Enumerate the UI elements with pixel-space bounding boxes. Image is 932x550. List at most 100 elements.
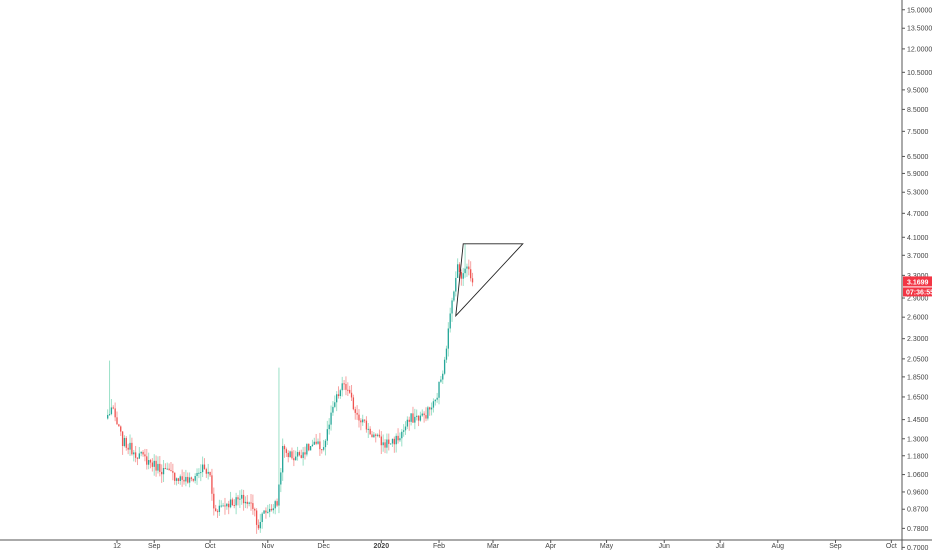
candle-body xyxy=(263,510,265,514)
candle-body xyxy=(272,508,275,511)
candle-body xyxy=(246,501,248,504)
candle-body xyxy=(233,504,235,506)
candle-body xyxy=(395,435,397,445)
candle-body xyxy=(146,456,148,465)
price-tick-label: 13.5000 xyxy=(907,26,932,33)
price-tick-label: 2.6000 xyxy=(907,315,929,322)
candle-body xyxy=(127,447,129,450)
candle-body xyxy=(242,494,245,504)
candle-body xyxy=(157,463,159,471)
time-tick-label: Apr xyxy=(545,543,557,550)
candle-body xyxy=(285,449,288,453)
candle-body xyxy=(107,415,109,419)
candle-body xyxy=(112,407,114,409)
time-tick-label: Jun xyxy=(659,543,670,550)
candle-body xyxy=(293,458,295,461)
candle-body xyxy=(254,508,256,511)
price-tick-label: 1.3000 xyxy=(907,436,929,443)
candle-body xyxy=(188,477,191,483)
candle-body xyxy=(445,348,448,360)
candle-body xyxy=(144,454,146,457)
candle-body xyxy=(138,453,140,459)
candle-body xyxy=(287,452,289,458)
candle-body xyxy=(252,503,254,509)
price-axis[interactable]: 15.0000 13.5000 12.0000 10.5000 9.5000 8.5000… xyxy=(902,7,932,550)
candle-body xyxy=(356,412,358,415)
candle-body xyxy=(241,494,243,499)
price-tick-label: 0.8700 xyxy=(907,507,929,514)
candle-body xyxy=(228,503,230,508)
candle-body xyxy=(121,431,124,447)
candle-body xyxy=(330,412,332,425)
candle-body xyxy=(118,424,120,427)
candle-body xyxy=(375,434,377,436)
candle-body xyxy=(136,457,139,459)
time-tick-label: Sep xyxy=(829,543,842,550)
candle-body xyxy=(207,471,209,474)
time-axis[interactable]: 12 Sep Oct Nov Dec 2020 Feb Mar Apr May Jun Jul Aug S… xyxy=(113,540,897,550)
candle-body xyxy=(175,478,178,481)
candle-body xyxy=(337,394,340,397)
candle-body xyxy=(449,313,451,329)
candle-body xyxy=(110,407,113,415)
time-tick-label: Mar xyxy=(487,543,500,550)
candle-body xyxy=(220,505,222,507)
candle-body xyxy=(458,264,461,273)
time-tick-label: Nov xyxy=(262,543,275,550)
candle-body xyxy=(153,460,155,467)
price-tick-label: 2.0500 xyxy=(907,356,929,363)
candle-body xyxy=(108,414,111,416)
candle-body xyxy=(185,476,187,482)
candle-body xyxy=(274,501,276,509)
candle-body xyxy=(416,415,418,417)
price-tick-label: 2.3000 xyxy=(907,336,929,343)
candle-body xyxy=(125,437,127,448)
candle-body xyxy=(453,291,455,301)
candle-body xyxy=(350,392,353,398)
candle-body xyxy=(131,442,133,455)
candle-body xyxy=(429,407,431,410)
candle-body xyxy=(213,493,215,509)
candle-body xyxy=(295,456,297,461)
candle-body xyxy=(315,441,317,444)
candle-body xyxy=(302,452,304,458)
time-tick-label: May xyxy=(600,543,614,550)
candle-body xyxy=(319,441,321,450)
drawings-layer xyxy=(455,243,524,318)
candle-body xyxy=(414,416,416,423)
time-tick-label: Aug xyxy=(772,543,785,550)
candle-body xyxy=(317,441,319,444)
candle-body xyxy=(222,505,224,507)
candle-body xyxy=(248,502,250,504)
candle-body xyxy=(313,441,315,445)
price-tick-label: 8.5000 xyxy=(907,107,929,114)
candle-body xyxy=(162,468,165,475)
candle-body xyxy=(358,414,360,421)
candle-body xyxy=(462,273,464,279)
candle-body xyxy=(464,268,466,274)
candle-body xyxy=(408,419,410,422)
candle-body xyxy=(447,328,449,349)
triangle-drawing[interactable] xyxy=(455,243,524,318)
price-tick-label: 1.1800 xyxy=(907,453,929,460)
price-tick-label: 12.0000 xyxy=(907,46,932,53)
candle-body xyxy=(410,413,412,422)
candle-body xyxy=(393,438,395,445)
candle-body xyxy=(306,444,308,455)
candle-body xyxy=(194,476,196,481)
time-tick-label: Oct xyxy=(886,543,897,550)
candle-body xyxy=(345,384,347,390)
candle-body xyxy=(192,478,194,481)
candle-body xyxy=(388,439,390,444)
time-tick-label: Jul xyxy=(716,543,725,550)
candle-body xyxy=(174,472,176,481)
candle-body xyxy=(308,444,310,451)
candle-body xyxy=(142,452,144,455)
candle-body xyxy=(369,428,371,435)
candle-body xyxy=(384,442,386,448)
candle-body xyxy=(215,508,217,512)
price-tick-label: 0.7800 xyxy=(907,526,929,533)
candle-body xyxy=(419,415,422,421)
candle-body xyxy=(237,497,239,500)
